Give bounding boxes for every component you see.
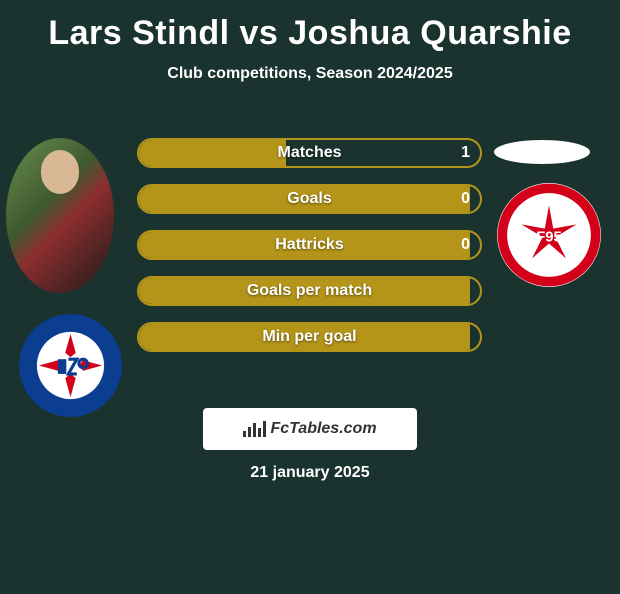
club-badge-icon — [18, 313, 123, 418]
stat-bar-value: 1 — [461, 140, 470, 166]
stat-bar: Hattricks0 — [137, 230, 482, 260]
avatar-oval — [6, 138, 114, 293]
stat-bar: Goals per match — [137, 276, 482, 306]
player-right-avatar — [494, 140, 590, 164]
player-left-avatar — [6, 138, 114, 293]
stat-bar-value: 0 — [461, 186, 470, 212]
stat-bar-value: 0 — [461, 232, 470, 258]
stat-bar-label: Goals — [139, 186, 480, 212]
stat-bar: Goals0 — [137, 184, 482, 214]
club-badge-icon: F95 — [496, 182, 602, 288]
club-right-badge: F95 — [496, 182, 602, 288]
comparison-bars: Matches1Goals0Hattricks0Goals per matchM… — [137, 138, 482, 368]
date-label: 21 january 2025 — [0, 464, 620, 482]
stat-bar-label: Hattricks — [139, 232, 480, 258]
page-title: Lars Stindl vs Joshua Quarshie — [0, 14, 620, 53]
subtitle: Club competitions, Season 2024/2025 — [0, 65, 620, 83]
stat-bar-label: Matches — [139, 140, 480, 166]
stat-bar: Matches1 — [137, 138, 482, 168]
stat-bar-label: Goals per match — [139, 278, 480, 304]
watermark-text: FcTables.com — [270, 420, 376, 438]
watermark-bars-icon — [243, 421, 266, 437]
stat-bar: Min per goal — [137, 322, 482, 352]
svg-text:F95: F95 — [536, 229, 562, 245]
stat-bar-label: Min per goal — [139, 324, 480, 350]
club-left-badge — [18, 313, 123, 418]
watermark: FcTables.com — [203, 408, 417, 450]
